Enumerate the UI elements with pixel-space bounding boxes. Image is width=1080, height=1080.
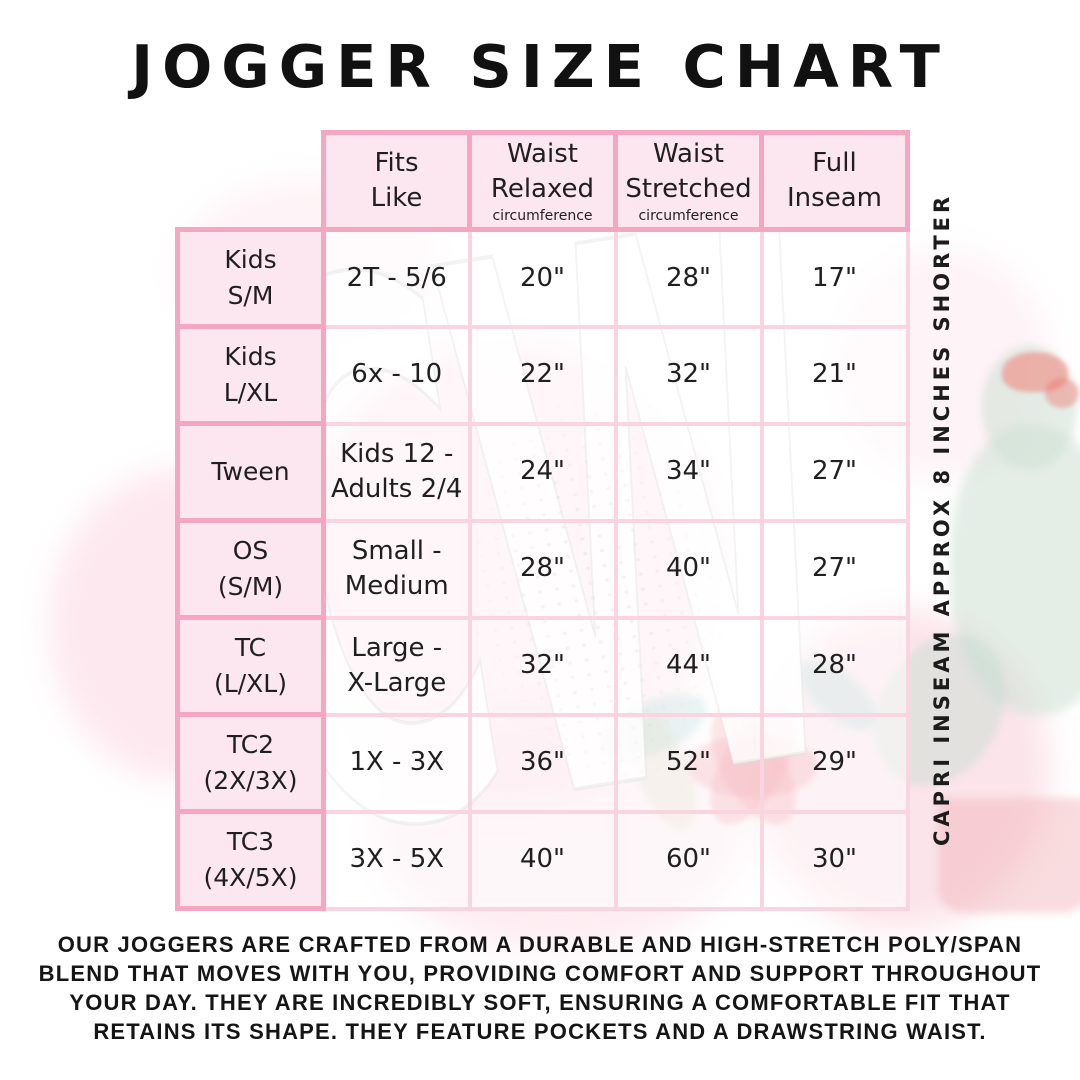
value-cell: Kids 12 - Adults 2/4 bbox=[321, 421, 472, 523]
table-row: TC2 (2X/3X) 1X - 3X 36" 52" 29" bbox=[175, 712, 910, 814]
value-cell: 17" bbox=[759, 227, 910, 329]
page-title: JOGGER SIZE CHART bbox=[131, 32, 949, 101]
value-cell: 28" bbox=[467, 518, 618, 620]
value-cell: 40" bbox=[467, 809, 618, 911]
value-cell: 32" bbox=[467, 615, 618, 717]
row-label-cell: TC2 (2X/3X) bbox=[175, 712, 326, 814]
header-title: Waist Stretched bbox=[625, 139, 752, 205]
value-cell: 27" bbox=[759, 518, 910, 620]
cactus-pot-decoration bbox=[938, 798, 1080, 913]
cactus-decoration bbox=[950, 425, 1080, 715]
table-body: Kids S/M 2T - 5/6 20" 28" 17" Kids L/XL 6x - 1… bbox=[175, 227, 910, 911]
table-header: Fits Like Waist Relaxed circumference Waist… bbox=[178, 130, 910, 232]
header-subnote: circumference bbox=[638, 208, 739, 225]
header-cell: Waist Stretched circumference bbox=[613, 130, 764, 232]
value-cell: 30" bbox=[759, 809, 910, 911]
row-label-cell: Kids L/XL bbox=[175, 324, 326, 426]
table-row: OS (S/M) Small - Medium 28" 40" 27" bbox=[175, 518, 910, 620]
value-cell: 28" bbox=[613, 227, 764, 329]
row-label-cell: Tween bbox=[175, 421, 326, 523]
row-label-cell: Kids S/M bbox=[175, 227, 326, 329]
cactus-flower-decoration bbox=[1002, 352, 1068, 392]
value-cell: 3X - 5X bbox=[321, 809, 472, 911]
value-cell: 27" bbox=[759, 421, 910, 523]
corner-cell bbox=[178, 133, 324, 230]
size-chart-table: Fits Like Waist Relaxed circumference Waist… bbox=[175, 130, 910, 911]
header-title: Waist Relaxed bbox=[490, 139, 595, 205]
capri-inseam-note: CAPRI INSEAM APPROX 8 INCHES SHORTER bbox=[930, 192, 954, 846]
header-cell: Full Inseam bbox=[759, 130, 910, 232]
table-row: Kids S/M 2T - 5/6 20" 28" 17" bbox=[175, 227, 910, 329]
value-cell: 6x - 10 bbox=[321, 324, 472, 426]
table-row: TC (L/XL) Large - X-Large 32" 44" 28" bbox=[175, 615, 910, 717]
value-cell: Large - X-Large bbox=[321, 615, 472, 717]
row-label-cell: OS (S/M) bbox=[175, 518, 326, 620]
value-cell: 36" bbox=[467, 712, 618, 814]
table-row: Kids L/XL 6x - 10 22" 32" 21" bbox=[175, 324, 910, 426]
value-cell: 1X - 3X bbox=[321, 712, 472, 814]
value-cell: 24" bbox=[467, 421, 618, 523]
value-cell: 22" bbox=[467, 324, 618, 426]
value-cell: 60" bbox=[613, 809, 764, 911]
value-cell: 2T - 5/6 bbox=[321, 227, 472, 329]
value-cell: 21" bbox=[759, 324, 910, 426]
product-description: OUR JOGGERS ARE CRAFTED FROM A DURABLE A… bbox=[38, 932, 1042, 1044]
value-cell: Small - Medium bbox=[321, 518, 472, 620]
value-cell: 44" bbox=[613, 615, 764, 717]
table-row: TC3 (4X/5X) 3X - 5X 40" 60" 30" bbox=[175, 809, 910, 911]
value-cell: 34" bbox=[613, 421, 764, 523]
header-title: Full Inseam bbox=[787, 147, 882, 213]
header-cell: Waist Relaxed circumference bbox=[467, 130, 618, 232]
row-label-cell: TC (L/XL) bbox=[175, 615, 326, 717]
table-row: Tween Kids 12 - Adults 2/4 24" 34" 27" bbox=[175, 421, 910, 523]
header-subnote: circumference bbox=[492, 208, 593, 225]
value-cell: 20" bbox=[467, 227, 618, 329]
header-title: Fits Like bbox=[370, 147, 423, 213]
value-cell: 29" bbox=[759, 712, 910, 814]
value-cell: 40" bbox=[613, 518, 764, 620]
small-flower-decoration bbox=[1045, 378, 1079, 408]
header-cell: Fits Like bbox=[321, 130, 472, 232]
value-cell: 52" bbox=[613, 712, 764, 814]
value-cell: 32" bbox=[613, 324, 764, 426]
row-label-cell: TC3 (4X/5X) bbox=[175, 809, 326, 911]
value-cell: 28" bbox=[759, 615, 910, 717]
